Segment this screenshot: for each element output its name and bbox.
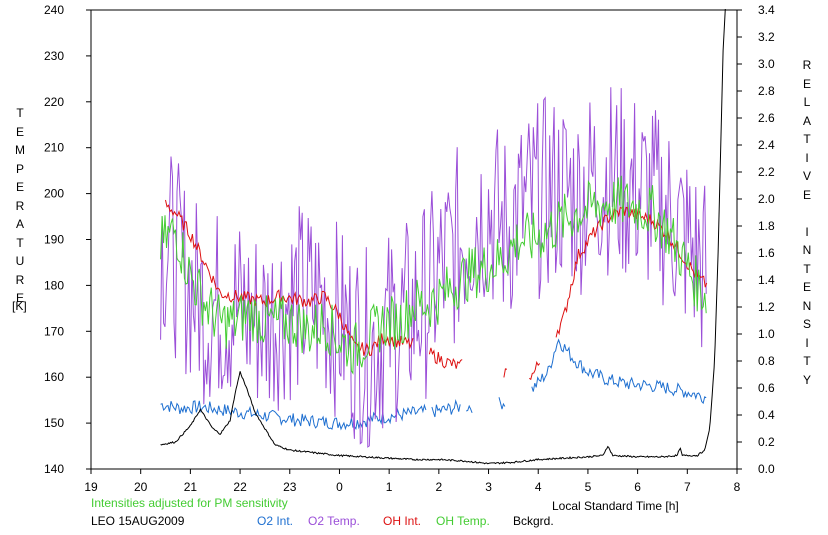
axis-title-letter: E [15,180,24,194]
legend-bckgrd: Bckgrd. [513,514,554,528]
legend-o2-int: O2 Int. [257,514,294,528]
y-right-tick-label: 2.2 [758,165,775,179]
series-line [160,338,707,431]
y-right-tick-label: 1.2 [758,300,775,314]
y-right-tick-label: 2.6 [758,111,775,125]
axis-title-letter: I [805,150,809,165]
axis-title-letter: R [15,272,25,287]
axis-title-letter: M [15,143,25,157]
chart-note: Intensities adjusted for PM sensitivity [91,496,288,510]
x-tick-label: 20 [134,480,148,494]
axis-title-letter: U [15,254,25,268]
axis-title-letter: N [802,298,812,313]
axis-title-letter: L [803,95,811,109]
y-left-tick-label: 150 [44,416,64,430]
axis-title-letter: A [802,113,811,128]
y-left-tick-label: 190 [44,233,64,247]
x-tick-label: 21 [184,480,198,494]
y-right-tick-label: 3.4 [758,3,775,17]
axis-title-letter: E [15,291,24,305]
axis-title-letter: A [15,217,24,231]
y-left-tick-label: 170 [44,324,64,338]
axis-title-letter: E [15,124,24,139]
axis-title-letter: I [805,335,809,350]
axis-title-letter: I [805,224,809,239]
axis-title-letter: S [802,317,811,331]
x-tick-label: 2 [436,480,443,494]
axis-title-letter: R [15,198,25,213]
y-left-tick-label: 230 [44,49,64,63]
axis-title-letter: N [802,243,812,257]
y-left-tick-label: 210 [44,141,64,155]
legend-oh-temp: OH Temp. [436,514,490,528]
series-line [165,199,708,381]
y-right-tick-label: 2.0 [758,192,775,206]
y-left-tick-label: 160 [44,370,64,384]
y-right-tick-label: 1.4 [758,273,775,287]
series-line [160,175,707,375]
axis-title-letter: E [802,280,811,294]
y-right-tick-label: 1.0 [758,327,775,341]
y-right-tick-label: 0.0 [758,462,775,476]
y-right-tick-label: 0.8 [758,354,775,368]
axis-title-letter: Y [802,372,811,387]
y-left-tick-label: 140 [44,462,64,476]
y-right-tick-label: 3.0 [758,57,775,71]
y-right-tick-label: 2.8 [758,84,775,98]
x-tick-label: 19 [84,480,98,494]
y-left-tick-label: 240 [44,3,64,17]
x-tick-label: 3 [485,480,492,494]
x-tick-label: 7 [684,480,691,494]
top-mask [91,0,737,9]
x-tick-label: 8 [734,480,741,494]
y-right-tick-label: 0.4 [758,408,775,422]
axis-title-letter: E [802,187,811,202]
axis-title-letter: T [16,235,24,250]
legend-oh-int: OH Int. [383,514,422,528]
axis-title-letter: T [16,106,24,120]
x-tick-label: 22 [233,480,247,494]
y-axis-left-unit: [K] [12,299,27,313]
x-tick-label: 0 [336,480,343,494]
y-right-tick-label: 3.2 [758,30,775,44]
axis-title-letter: R [802,58,812,72]
y-right-tick-label: 0.6 [758,381,775,395]
series-line [160,87,707,448]
x-tick-label: 1 [386,480,393,494]
legend-o2-temp: O2 Temp. [308,514,360,528]
series-line [160,0,727,465]
axis-title-letter: E [802,76,811,91]
y-right-tick-label: 2.4 [758,138,775,152]
axis-title-letter: T [803,354,811,368]
y-right-tick-label: 1.8 [758,219,775,233]
x-tick-label: 23 [283,480,297,494]
axis-title-letter: P [15,161,24,176]
axis-title-letter: T [803,261,811,276]
y-left-tick-label: 180 [44,278,64,292]
y-left-tick-label: 200 [44,187,64,201]
y-right-tick-label: 0.2 [758,435,775,449]
x-tick-label: 4 [535,480,542,494]
y-right-tick-label: 1.6 [758,246,775,260]
station-label: LEO 15AUG2009 [91,514,185,528]
axis-title-letter [797,204,817,223]
axis-title-letter: V [802,169,811,183]
plot-frame [90,9,738,470]
axis-title-letter: T [803,132,811,146]
x-tick-label: 5 [585,480,592,494]
x-axis-label: Local Standard Time [h] [552,499,679,513]
x-tick-label: 6 [634,480,641,494]
y-left-tick-label: 220 [44,95,64,109]
